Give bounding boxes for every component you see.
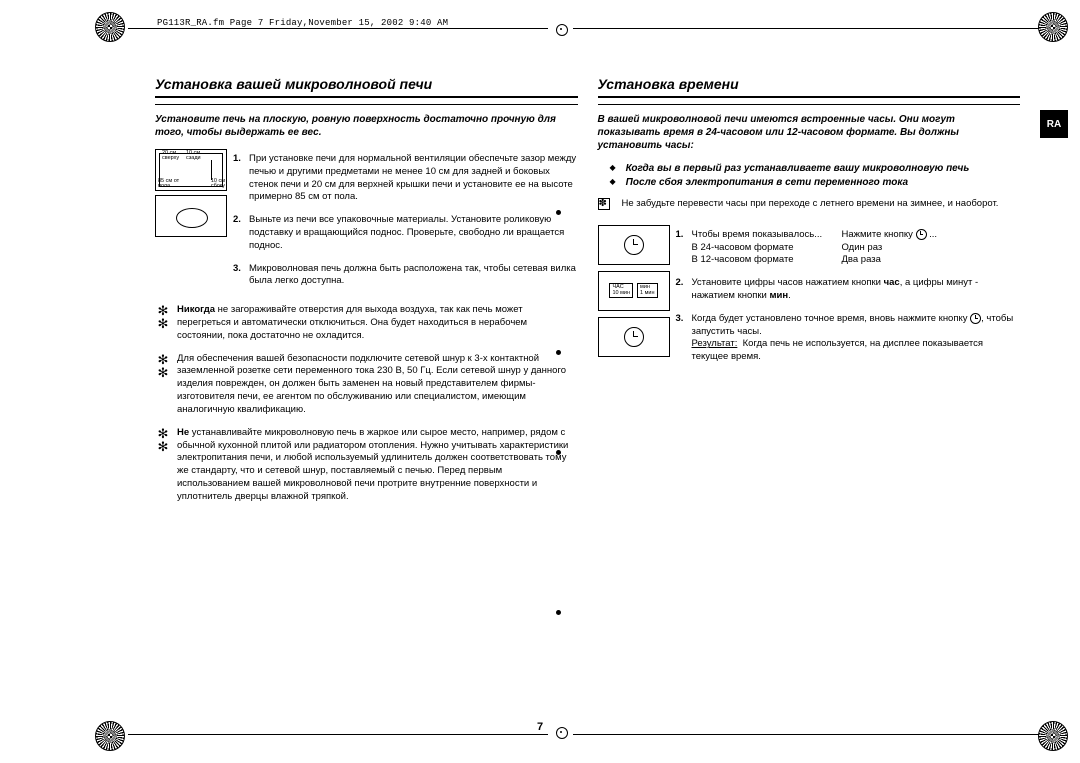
bullet-list-conditions: Когда вы в первый раз устанавливаете ваш…: [598, 162, 1021, 190]
format-table-c1: В 24-часовом формате: [692, 242, 842, 255]
step-text: Когда будет установлено точное время, вн…: [692, 313, 1021, 364]
figure-clock-display: [598, 225, 670, 265]
crop-line: [128, 28, 548, 29]
clock-icon: [970, 313, 981, 324]
caution-text: Не устанавливайте микроволновую печь в ж…: [177, 427, 578, 504]
time-step-3: 3. Когда будет установлено точное время,…: [676, 313, 1021, 364]
intro-installation: Установите печь на плоскую, ровную повер…: [155, 113, 578, 139]
caution-text: Для обеспечения вашей безопасности подкл…: [177, 353, 578, 417]
caution-text: Никогда не загораживайте отверстия для в…: [177, 304, 578, 342]
step-1: 1. При установке печи для нормальной вен…: [233, 153, 578, 204]
step-number: 3.: [233, 263, 249, 289]
dim-label-side: 10 см сбоку: [211, 179, 225, 190]
steps-with-figures: 20 см сверху 10 см сзади 85 см от пола 1…: [155, 149, 578, 298]
numbered-steps: 1. При установке печи для нормальной вен…: [233, 149, 578, 298]
time-step-2: 2. Установите цифры часов нажатием кнопк…: [676, 277, 1021, 303]
step-number: 1.: [676, 229, 692, 267]
caution-1: ✻✻ Никогда не загораживайте отверстия дл…: [155, 304, 578, 342]
bullet-item: После сбоя электропитания в сети перемен…: [598, 176, 1021, 190]
caution-icon: ✻✻: [155, 353, 171, 417]
time-numbered-steps: 1. Чтобы время показывалось... Нажмите к…: [676, 225, 1021, 374]
content-columns: Установка вашей микроволновой печи Устан…: [155, 75, 1020, 703]
time-steps-with-figures: ЧАС 10 мин мин 1 мин 1. Чтобы время пока…: [598, 225, 1021, 374]
figure-buttons: ЧАС 10 мин мин 1 мин: [598, 271, 670, 311]
time-step-1: 1. Чтобы время показывалось... Нажмите к…: [676, 229, 1021, 267]
format-table-c2: Один раз: [842, 242, 1021, 255]
dim-label-top: 20 см сверху: [162, 151, 179, 162]
figure-clearances: 20 см сверху 10 см сзади 85 см от пола 1…: [155, 149, 227, 298]
note-icon: [598, 198, 622, 215]
column-installation: Установка вашей микроволновой печи Устан…: [155, 75, 578, 703]
clock-icon: [624, 235, 644, 255]
step-number: 2.: [233, 214, 249, 252]
caution-icon: ✻✻: [155, 304, 171, 342]
step-text: Выньте из печи все упаковочные материалы…: [249, 214, 578, 252]
step-text: Микроволновая печь должна быть расположе…: [249, 263, 578, 289]
button-hour: ЧАС 10 мин: [609, 283, 633, 298]
page-number: 7: [0, 721, 1080, 733]
figure-turntable: [155, 195, 227, 237]
side-tab-language: RA: [1040, 110, 1068, 138]
rule: [155, 102, 578, 105]
caution-2: ✻✻ Для обеспечения вашей безопасности по…: [155, 353, 578, 417]
step-number: 1.: [233, 153, 249, 204]
button-min: мин 1 мин: [637, 283, 657, 298]
crop-line: [128, 734, 548, 735]
bullet-item: Когда вы в первый раз устанавливаете ваш…: [598, 162, 1021, 176]
column-time-setting: Установка времени В вашей микроволновой …: [598, 75, 1021, 703]
clock-icon: [624, 327, 644, 347]
header-filepath: PG113R_RA.fm Page 7 Friday,November 15, …: [157, 18, 448, 28]
time-figures: ЧАС 10 мин мин 1 мин: [598, 225, 670, 374]
crop-line: [573, 734, 1039, 735]
crop-mark-ornament: [95, 12, 125, 42]
manual-page: PG113R_RA.fm Page 7 Friday,November 15, …: [0, 0, 1080, 763]
format-table-c1: В 12-часовом формате: [692, 254, 842, 267]
step-number: 3.: [676, 313, 692, 364]
step-3: 3. Микроволновая печь должна быть распол…: [233, 263, 578, 289]
caution-icon: ✻✻: [155, 427, 171, 504]
rule: [598, 102, 1021, 105]
clock-icon: [916, 229, 927, 240]
note-text: Не забудьте перевести часы при переходе …: [622, 198, 999, 215]
figure-clock-display: [598, 317, 670, 357]
dim-label-rear: 10 см сзади: [186, 151, 201, 162]
crop-mark-ornament: [1038, 12, 1068, 42]
step-text: При установке печи для нормальной вентил…: [249, 153, 578, 204]
intro-time: В вашей микроволновой печи имеются встро…: [598, 113, 1021, 152]
step-2: 2. Выньте из печи все упаковочные матери…: [233, 214, 578, 252]
figure-microwave-dims: 20 см сверху 10 см сзади 85 см от пола 1…: [155, 149, 227, 191]
result-label: Результат:: [692, 338, 738, 349]
note-dst: Не забудьте перевести часы при переходе …: [598, 198, 1021, 215]
heading-time: Установка времени: [598, 75, 1021, 98]
crop-center-mark: [556, 24, 568, 36]
step-number: 2.: [676, 277, 692, 303]
crop-line: [573, 28, 1039, 29]
caution-3: ✻✻ Не устанавливайте микроволновую печь …: [155, 427, 578, 504]
dim-label-floor: 85 см от пола: [158, 179, 179, 190]
step-text: Установите цифры часов нажатием кнопки ч…: [692, 277, 1021, 303]
format-table-c2: Два раза: [842, 254, 1021, 267]
format-table-c2: Нажмите кнопку ...: [842, 229, 1021, 242]
format-table-c1: Чтобы время показывалось...: [692, 229, 842, 242]
heading-installation: Установка вашей микроволновой печи: [155, 75, 578, 98]
step-text: Чтобы время показывалось... Нажмите кноп…: [692, 229, 1021, 267]
